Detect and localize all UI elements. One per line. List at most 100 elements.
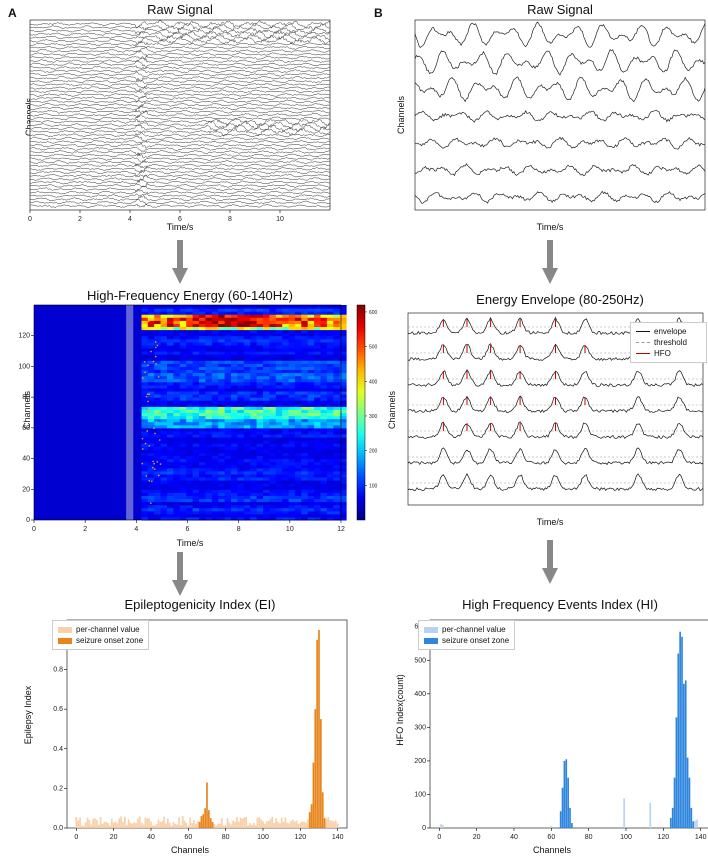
heatmap-cells	[141, 305, 347, 521]
bar-per-channel	[116, 823, 119, 828]
heatmap-cell	[275, 348, 283, 352]
trace	[29, 132, 331, 138]
heatmap-cell	[326, 354, 334, 358]
heatmap-cell	[154, 437, 162, 441]
heatmap-cell	[173, 446, 181, 450]
heatmap-cell	[282, 452, 290, 456]
onset-marker	[148, 393, 150, 396]
heatmap-cell	[301, 357, 309, 361]
heatmap-cell	[275, 430, 283, 435]
heatmap-cell	[186, 323, 194, 327]
heatmap-cell	[288, 406, 296, 410]
heatmap-cell	[179, 305, 187, 309]
heatmap-cell	[243, 360, 251, 364]
heatmap-cell	[243, 335, 251, 340]
heatmap-cell	[224, 348, 232, 352]
heatmap-cell	[154, 354, 162, 358]
heatmap-cell	[256, 366, 264, 370]
onset-marker	[154, 432, 156, 435]
y-tick-label: 300	[414, 724, 426, 731]
heatmap-cell	[160, 461, 168, 466]
heatmap-cell	[275, 415, 283, 420]
heatmap-cell	[294, 437, 302, 441]
heatmap-cell	[237, 357, 245, 361]
heatmap-cell	[263, 473, 270, 478]
heatmap-cell	[301, 387, 309, 392]
heatmap-cell	[231, 486, 238, 490]
heatmap-cell	[224, 329, 232, 334]
heatmap-cell	[179, 434, 187, 438]
heatmap-cell	[301, 305, 309, 309]
heatmap-cell	[237, 320, 245, 324]
heatmap-cell	[186, 354, 194, 358]
heatmap-cell	[205, 421, 213, 426]
heatmap-cell	[333, 498, 341, 503]
heatmap-cell	[269, 507, 277, 512]
heatmap-cell	[211, 516, 219, 521]
heatmap-cell	[320, 406, 328, 410]
heatmap-cell	[250, 400, 258, 404]
heatmap-cell	[167, 363, 174, 367]
heatmap-cell	[269, 305, 277, 309]
heatmap-cell	[141, 409, 149, 413]
heatmap-cell	[237, 391, 245, 395]
heatmap-cell	[147, 381, 155, 386]
heatmap-cell	[186, 391, 194, 395]
trace	[29, 128, 331, 137]
heatmap-cell	[263, 483, 270, 487]
heatmap-cell	[243, 427, 251, 432]
heatmap-cell	[307, 437, 315, 441]
heatmap-cell	[269, 344, 277, 349]
bar-per-channel	[133, 822, 136, 828]
heatmap-cell	[160, 403, 168, 407]
heatmap-cell	[167, 461, 174, 466]
heatmap-cell	[288, 317, 296, 321]
heatmap-cell	[224, 470, 232, 475]
heatmap-cell	[192, 501, 200, 506]
heatmap-cell	[307, 329, 315, 334]
heatmap-cell	[307, 400, 315, 404]
heatmap-cell	[199, 305, 206, 309]
heatmap-cell	[154, 305, 162, 309]
heatmap-cell	[160, 387, 168, 392]
heatmap-cell	[179, 513, 187, 518]
heatmap-cell	[179, 415, 187, 420]
heatmap-cell	[211, 375, 219, 380]
heatmap-cell	[141, 446, 149, 450]
heatmap-cell	[314, 483, 321, 487]
heatmap-cell	[205, 403, 213, 407]
heatmap-cell	[333, 387, 341, 392]
legend-envelope: envelope	[636, 326, 701, 337]
heatmap-cell	[320, 516, 328, 521]
heatmap-cell	[237, 430, 245, 435]
heatmap-cell	[147, 338, 155, 343]
heatmap-cell	[205, 434, 213, 438]
heatmap-cell	[301, 308, 309, 312]
heatmap-cell	[167, 369, 174, 374]
heatmap-cell	[211, 477, 219, 481]
heatmap-cell	[205, 357, 213, 361]
heatmap-cell	[256, 387, 264, 392]
heatmap-cell	[263, 516, 270, 521]
heatmap-cell	[307, 314, 315, 318]
heatmap-cell	[237, 311, 245, 315]
onset-marker	[151, 480, 153, 483]
heatmap-cell	[237, 498, 245, 503]
bar-soz	[569, 807, 571, 828]
heatmap-cell	[301, 415, 309, 420]
heatmap-cell	[186, 378, 194, 383]
heatmap-cell	[301, 332, 309, 337]
bar-soz	[561, 787, 564, 828]
heatmap-cell	[294, 495, 302, 499]
heatmap-cell	[250, 323, 258, 327]
heatmap-cell	[288, 332, 296, 337]
heatmap-cell	[224, 403, 232, 407]
heatmap-cell	[288, 473, 296, 478]
heatmap-cell	[282, 329, 290, 334]
heatmap-cell	[294, 477, 302, 481]
heatmap-cell	[256, 501, 264, 506]
heatmap-cell	[288, 449, 296, 453]
heatmap-cell	[192, 415, 200, 420]
heatmap-cell	[224, 332, 232, 337]
heatmap-cell	[173, 326, 181, 331]
